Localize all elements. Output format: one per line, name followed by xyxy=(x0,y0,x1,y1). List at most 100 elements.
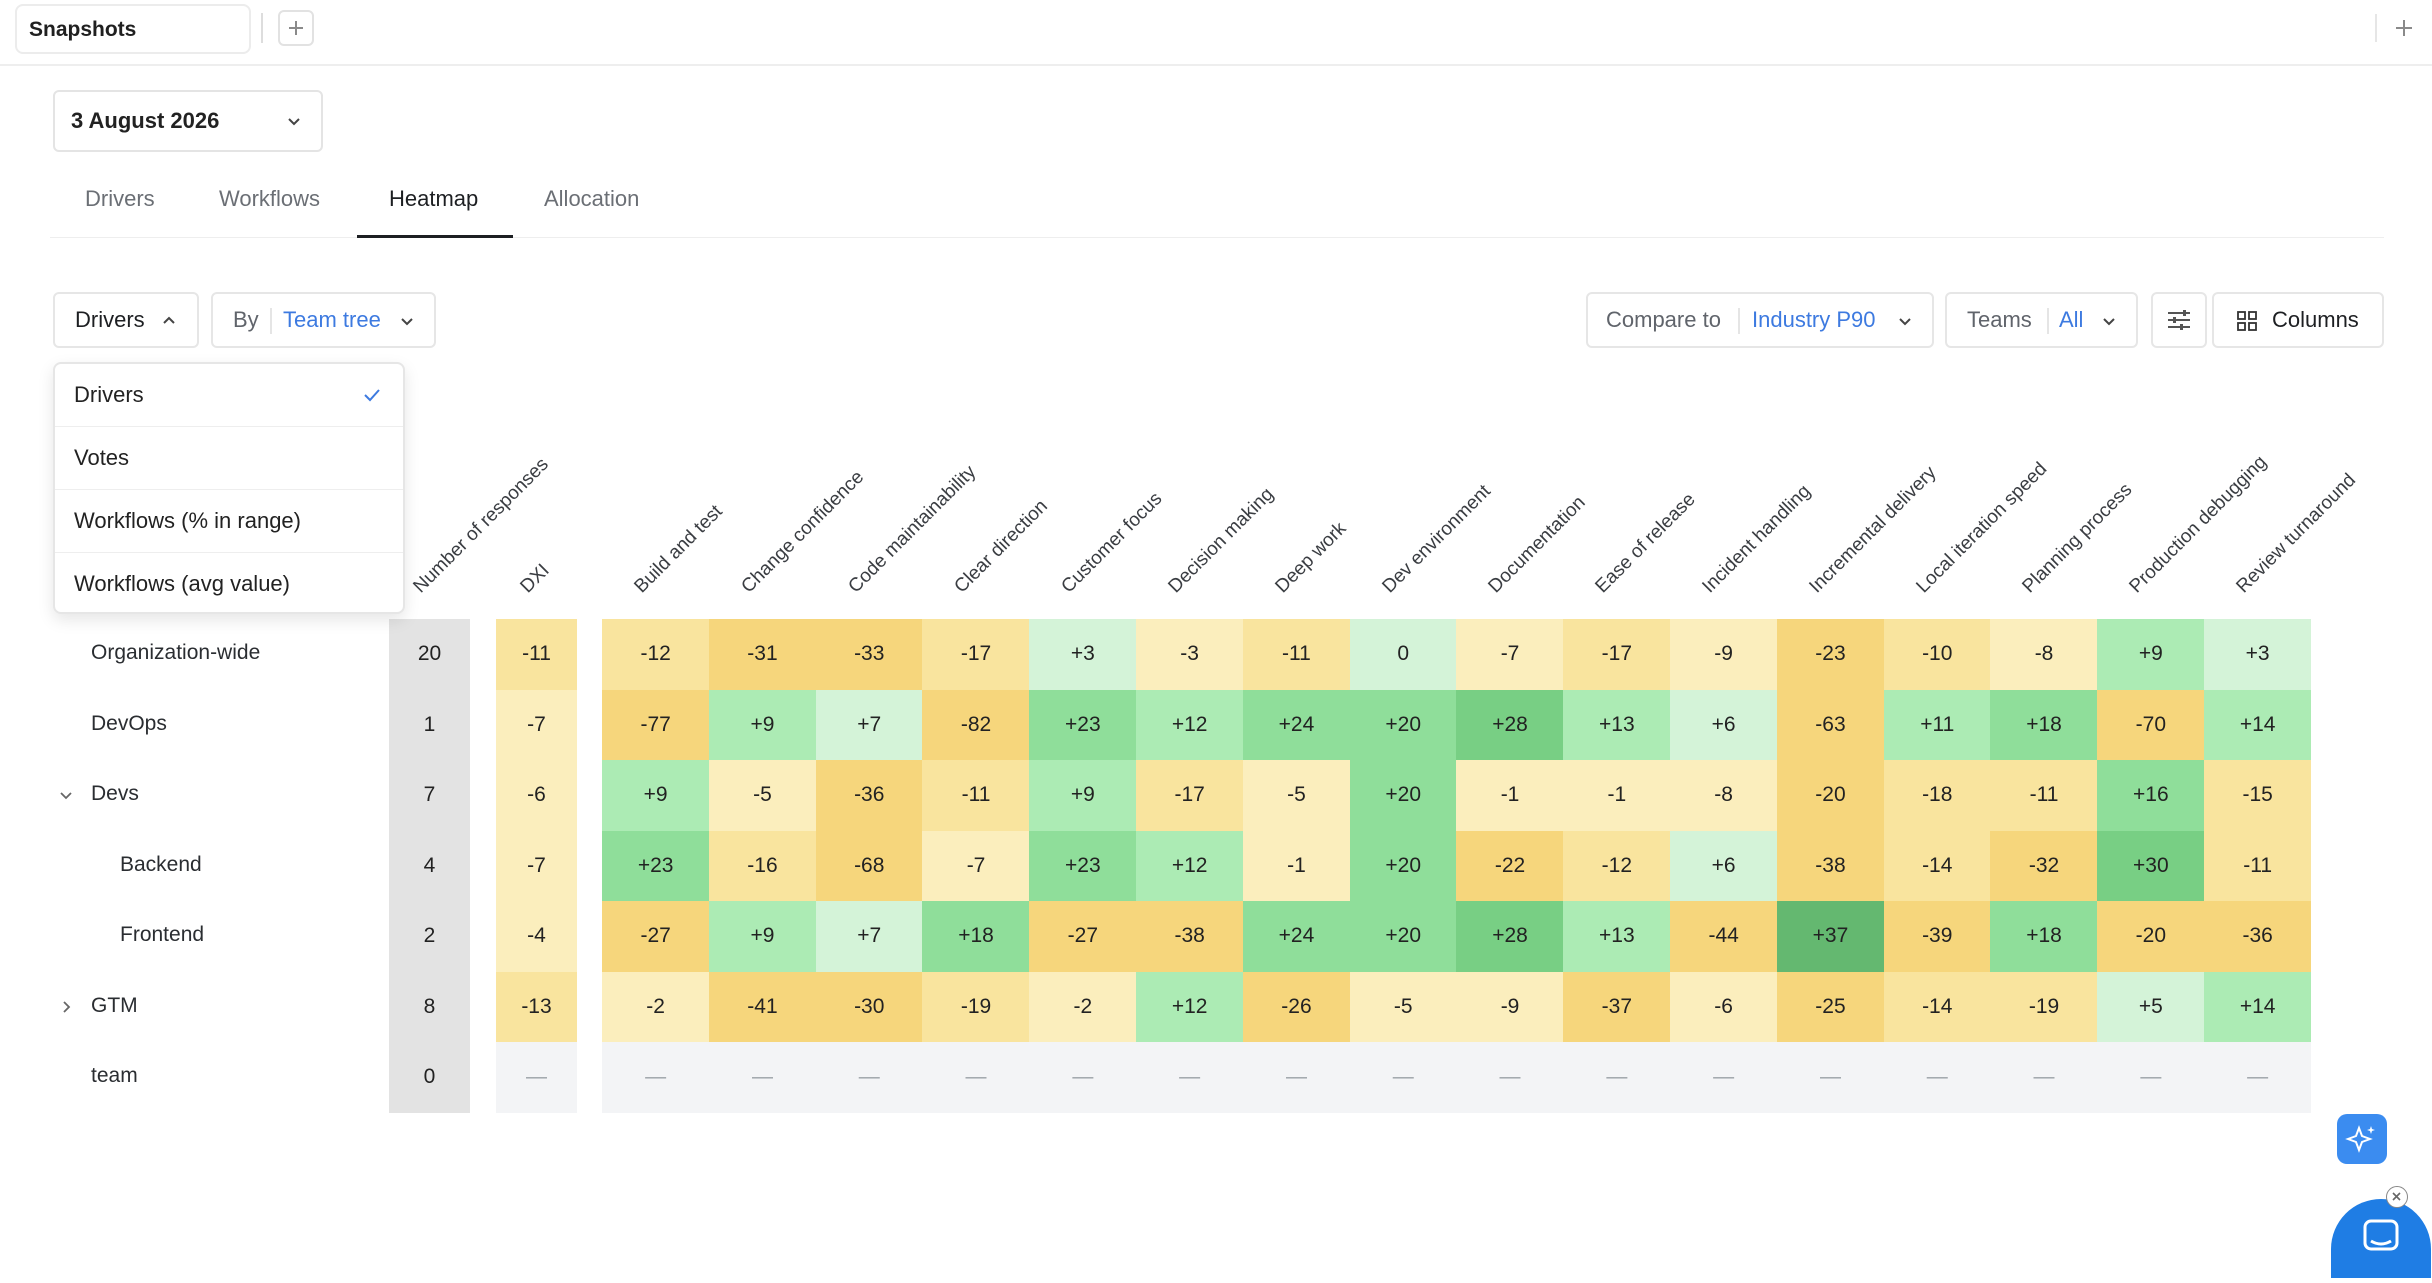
column-header-driver[interactable]: Decision making xyxy=(1164,483,1278,598)
metric-select[interactable]: Drivers xyxy=(53,292,199,348)
heatmap-cell[interactable]: — xyxy=(1349,1042,1457,1113)
heatmap-cell[interactable]: -38 xyxy=(1136,901,1244,972)
heatmap-cell[interactable]: -19 xyxy=(1990,971,2098,1043)
heatmap-cell[interactable]: — xyxy=(815,1042,923,1113)
heatmap-cell[interactable]: -31 xyxy=(708,619,817,690)
heatmap-cell[interactable]: -82 xyxy=(922,689,1030,761)
heatmap-cell[interactable]: -16 xyxy=(708,830,817,902)
heatmap-cell[interactable]: -22 xyxy=(1456,830,1564,902)
heatmap-cell[interactable]: -11 xyxy=(922,760,1030,831)
heatmap-cell[interactable]: — xyxy=(922,1042,1030,1113)
heatmap-cell[interactable]: -1 xyxy=(1242,830,1351,902)
heatmap-cell[interactable]: -10 xyxy=(1883,619,1991,690)
heatmap-cell[interactable]: — xyxy=(1456,1042,1564,1113)
dxi-cell[interactable]: -11 xyxy=(496,619,577,690)
tab-heatmap[interactable]: Heatmap xyxy=(389,186,479,211)
heatmap-cell[interactable]: +13 xyxy=(1563,901,1671,972)
heatmap-cell[interactable]: +20 xyxy=(1349,689,1457,761)
heatmap-cell[interactable]: +6 xyxy=(1670,830,1778,902)
heatmap-cell[interactable]: -68 xyxy=(815,830,923,902)
heatmap-cell[interactable]: -7 xyxy=(922,830,1030,902)
column-header-driver[interactable]: Build and test xyxy=(630,501,727,598)
heatmap-cell[interactable]: — xyxy=(1136,1042,1244,1113)
heatmap-cell[interactable]: -17 xyxy=(922,619,1030,690)
heatmap-cell[interactable]: -11 xyxy=(2204,830,2312,902)
menu-item-drivers[interactable]: Drivers xyxy=(55,364,403,426)
heatmap-cell[interactable]: -27 xyxy=(1029,901,1137,972)
heatmap-cell[interactable]: +18 xyxy=(922,901,1030,972)
dxi-cell[interactable]: — xyxy=(496,1042,577,1113)
heatmap-cell[interactable]: -17 xyxy=(1136,760,1244,831)
heatmap-cell[interactable]: -77 xyxy=(602,689,710,761)
heatmap-cell[interactable]: -8 xyxy=(1670,760,1778,831)
heatmap-cell[interactable]: — xyxy=(1670,1042,1778,1113)
new-window-button[interactable] xyxy=(2386,10,2422,46)
heatmap-cell[interactable]: +14 xyxy=(2204,971,2312,1043)
heatmap-cell[interactable]: -23 xyxy=(1776,619,1885,690)
heatmap-cell[interactable]: — xyxy=(1883,1042,1991,1113)
heatmap-cell[interactable]: -36 xyxy=(815,760,923,831)
heatmap-cell[interactable]: +9 xyxy=(602,760,710,831)
heatmap-cell[interactable]: +20 xyxy=(1349,760,1457,831)
heatmap-cell[interactable]: -11 xyxy=(1242,619,1351,690)
row-label[interactable]: GTM xyxy=(91,993,138,1017)
heatmap-cell[interactable]: +20 xyxy=(1349,901,1457,972)
heatmap-cell[interactable]: +37 xyxy=(1776,901,1885,972)
heatmap-cell[interactable]: -2 xyxy=(1029,971,1137,1043)
heatmap-cell[interactable]: -1 xyxy=(1456,760,1564,831)
heatmap-cell[interactable]: +12 xyxy=(1136,830,1244,902)
dxi-cell[interactable]: -7 xyxy=(496,689,577,761)
heatmap-cell[interactable]: -2 xyxy=(602,971,710,1043)
heatmap-cell[interactable]: +12 xyxy=(1136,689,1244,761)
heatmap-cell[interactable]: +28 xyxy=(1456,689,1564,761)
dxi-cell[interactable]: -4 xyxy=(496,901,577,972)
heatmap-cell[interactable]: — xyxy=(2097,1042,2205,1113)
heatmap-cell[interactable]: -5 xyxy=(1242,760,1351,831)
heatmap-cell[interactable]: -1 xyxy=(1563,760,1671,831)
heatmap-cell[interactable]: -27 xyxy=(602,901,710,972)
heatmap-cell[interactable]: -15 xyxy=(2204,760,2312,831)
heatmap-cell[interactable]: 0 xyxy=(1349,619,1457,690)
row-label[interactable]: DevOps xyxy=(91,711,167,735)
heatmap-cell[interactable]: +5 xyxy=(2097,971,2205,1043)
heatmap-cell[interactable]: +9 xyxy=(708,901,817,972)
row-label[interactable]: team xyxy=(91,1064,138,1087)
heatmap-cell[interactable]: — xyxy=(1776,1042,1885,1113)
ai-assistant-button[interactable] xyxy=(2337,1114,2387,1164)
column-header-driver[interactable]: Planning process xyxy=(2018,479,2137,598)
teams-select[interactable]: Teams All xyxy=(1945,292,2138,348)
heatmap-cell[interactable]: -6 xyxy=(1670,971,1778,1043)
heatmap-cell[interactable]: -63 xyxy=(1776,689,1885,761)
heatmap-cell[interactable]: +9 xyxy=(708,689,817,761)
chevron-down-icon[interactable] xyxy=(57,786,75,804)
heatmap-cell[interactable]: — xyxy=(602,1042,710,1113)
heatmap-cell[interactable]: -17 xyxy=(1563,619,1671,690)
heatmap-cell[interactable]: +23 xyxy=(1029,689,1137,761)
heatmap-cell[interactable]: -19 xyxy=(922,971,1030,1043)
heatmap-cell[interactable]: +3 xyxy=(2204,619,2312,690)
menu-item-votes[interactable]: Votes xyxy=(55,426,403,488)
heatmap-cell[interactable]: +7 xyxy=(815,901,923,972)
row-label[interactable]: Backend xyxy=(120,852,202,876)
column-header-driver[interactable]: Deep work xyxy=(1271,518,1351,598)
heatmap-cell[interactable]: -37 xyxy=(1563,971,1671,1043)
heatmap-cell[interactable]: — xyxy=(1563,1042,1671,1113)
heatmap-cell[interactable]: -14 xyxy=(1883,971,1991,1043)
heatmap-cell[interactable]: +11 xyxy=(1883,689,1991,761)
column-header-driver[interactable]: Customer focus xyxy=(1057,488,1167,598)
heatmap-cell[interactable]: +16 xyxy=(2097,760,2205,831)
compare-select[interactable]: Compare to Industry P90 xyxy=(1586,292,1934,348)
heatmap-cell[interactable]: +18 xyxy=(1990,901,2098,972)
tab-workflows[interactable]: Workflows xyxy=(219,186,321,211)
column-header-driver[interactable]: Incident handling xyxy=(1698,480,1815,598)
heatmap-cell[interactable]: -41 xyxy=(708,971,817,1043)
heatmap-cell[interactable]: -12 xyxy=(1563,830,1671,902)
settings-button[interactable] xyxy=(2151,292,2207,348)
heatmap-cell[interactable]: -39 xyxy=(1883,901,1991,972)
heatmap-cell[interactable]: -20 xyxy=(1776,760,1885,831)
chevron-right-icon[interactable] xyxy=(57,998,75,1016)
heatmap-cell[interactable]: +24 xyxy=(1242,689,1351,761)
column-header-driver[interactable]: Clear direction xyxy=(950,495,1053,598)
heatmap-cell[interactable]: -18 xyxy=(1883,760,1991,831)
heatmap-cell[interactable]: +6 xyxy=(1670,689,1778,761)
